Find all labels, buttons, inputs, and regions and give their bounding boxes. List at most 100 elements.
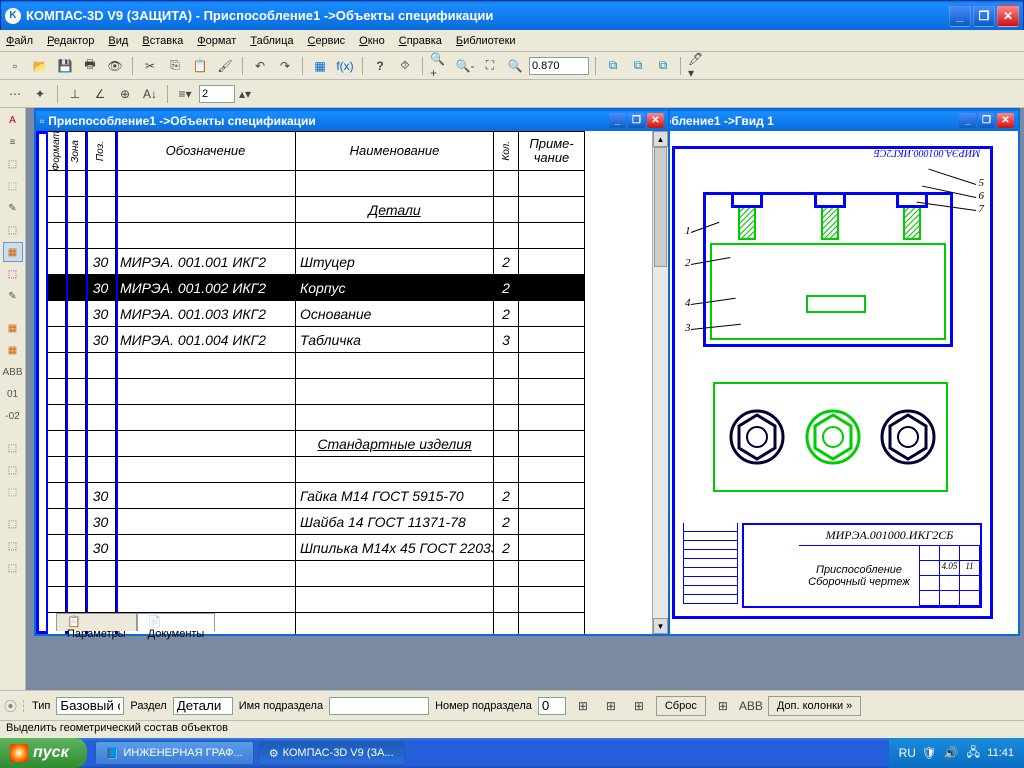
dots-icon[interactable]: ⋯ (4, 83, 26, 105)
spec-row[interactable]: 30МИРЭА. 001.003 ИКГ2Основание2 (46, 301, 652, 327)
close-button[interactable]: ✕ (997, 5, 1019, 27)
v-d-icon[interactable]: ⬚ (3, 220, 23, 240)
v-p-icon[interactable]: ⬚ (3, 536, 23, 556)
bp-c-icon[interactable]: ⊞ (628, 695, 650, 717)
text-icon[interactable]: A↓ (139, 83, 161, 105)
v-n-icon[interactable]: ⬚ (3, 482, 23, 502)
drawing-canvas[interactable]: МИРЭА.001000.ИКГ2СБ 1 2 (660, 131, 1018, 634)
spec-min-button[interactable]: _ (609, 113, 626, 128)
save-icon[interactable]: 💾 (54, 55, 76, 77)
v-l-icon[interactable]: ⬚ (3, 438, 23, 458)
view3-icon[interactable]: ⧉ (652, 55, 674, 77)
task-kompas[interactable]: ⚙ КОМПАС-3D V9 (ЗА... (258, 741, 405, 765)
tray-clock[interactable]: 11:41 (987, 747, 1014, 759)
sbros-button[interactable]: Сброс (656, 696, 706, 716)
imya-input[interactable] (329, 697, 429, 715)
props-icon[interactable]: ▦ (309, 55, 331, 77)
tray-vol-icon[interactable]: 🔊 (943, 745, 959, 761)
zoomin-icon[interactable]: 🔍+ (429, 55, 451, 77)
menu-Окно[interactable]: Окно (359, 35, 385, 47)
menu-Формат[interactable]: Формат (197, 35, 236, 47)
spec-max-button[interactable]: ❐ (628, 113, 645, 128)
razdel-input[interactable] (173, 697, 233, 715)
snap1-icon[interactable]: ⊥ (64, 83, 86, 105)
print-icon[interactable]: 🖶 (79, 55, 101, 77)
spin-input[interactable] (199, 85, 235, 103)
bp-d-icon[interactable]: ⊞ (712, 695, 734, 717)
brush-icon[interactable]: 🖌 (214, 55, 236, 77)
view2-icon[interactable]: ⧉ (627, 55, 649, 77)
menu-Библиотеки[interactable]: Библиотеки (456, 35, 516, 47)
spec-row[interactable] (46, 171, 652, 197)
spec-row[interactable] (46, 457, 652, 483)
anchor-icon[interactable]: ✦ (29, 83, 51, 105)
spec-row[interactable] (46, 379, 652, 405)
zoomwin-icon[interactable]: 🔍 (504, 55, 526, 77)
minimize-button[interactable]: _ (949, 5, 971, 27)
v-h-icon[interactable]: ▦ (3, 340, 23, 360)
maximize-button[interactable]: ❐ (973, 5, 995, 27)
v-e-icon[interactable]: ⬚ (3, 264, 23, 284)
v-c-icon[interactable]: ✎ (3, 198, 23, 218)
snap2-icon[interactable]: ∠ (89, 83, 111, 105)
spin-up-icon[interactable]: ▴▾ (238, 83, 252, 105)
spec-row[interactable] (46, 353, 652, 379)
list-icon[interactable]: ≡▾ (174, 83, 196, 105)
redo-icon[interactable]: ↷ (274, 55, 296, 77)
zoomfit-icon[interactable]: ⛶ (479, 55, 501, 77)
spec-row[interactable] (46, 561, 652, 587)
spec-row[interactable]: Детали (46, 197, 652, 223)
brush2-icon[interactable]: 🖊▾ (687, 55, 709, 77)
spec-row[interactable]: 30Шпилька М14х 45 ГОСТ 22033-762 (46, 535, 652, 561)
drawing-min-button[interactable]: _ (959, 113, 976, 128)
spec-table[interactable]: Формат Зона Поз. Обозначение Наименовани… (46, 131, 652, 634)
v-f-icon[interactable]: ✎ (3, 286, 23, 306)
v-spec-icon[interactable]: ▦ (3, 242, 23, 262)
spec-row[interactable] (46, 223, 652, 249)
task-word[interactable]: 📘 ИНЖЕНЕРНАЯ ГРАФ... (95, 741, 254, 765)
help-icon[interactable]: ? (369, 55, 391, 77)
view1-icon[interactable]: ⧉ (602, 55, 624, 77)
nomer-input[interactable] (538, 697, 566, 715)
spec-titlebar[interactable]: ▫ Приспособление1 ->Объекты спецификации… (36, 110, 668, 131)
drawing-close-button[interactable]: ✕ (997, 113, 1014, 128)
spec-scrollbar[interactable]: ▲▼ (652, 131, 668, 634)
tab-params[interactable]: 📋 Параметры (56, 613, 137, 631)
v-a-icon[interactable]: ⬚ (3, 154, 23, 174)
menu-Вставка[interactable]: Вставка (142, 35, 183, 47)
zoomout-icon[interactable]: 🔍- (454, 55, 476, 77)
spec-row[interactable]: 30МИРЭА. 001.002 ИКГ2Корпус2 (46, 275, 652, 301)
tab-docs[interactable]: 📄 Документы (137, 613, 216, 631)
drawing-titlebar[interactable]: обление1 ->Гвид 1 _ ❐ ✕ (660, 110, 1018, 131)
tray-net-icon[interactable]: 🖧 (965, 745, 981, 761)
tray-lang-icon[interactable]: RU (899, 745, 915, 761)
spec-row[interactable]: 30МИРЭА. 001.004 ИКГ2Табличка3 (46, 327, 652, 353)
tray-shield-icon[interactable]: 🛡 (921, 745, 937, 761)
preview-icon[interactable]: 👁 (104, 55, 126, 77)
open-icon[interactable]: 📂 (29, 55, 51, 77)
menu-Сервис[interactable]: Сервис (307, 35, 345, 47)
paste-icon[interactable]: 📋 (189, 55, 211, 77)
menu-Таблица[interactable]: Таблица (250, 35, 293, 47)
fx-icon[interactable]: f(x) (334, 55, 356, 77)
cut-icon[interactable]: ✂ (139, 55, 161, 77)
v-filter-icon[interactable]: ≡ (3, 132, 23, 152)
spec-row[interactable] (46, 587, 652, 613)
system-tray[interactable]: RU 🛡 🔊 🖧 11:41 (889, 738, 1024, 768)
whatsthis-icon[interactable]: ⯑ (394, 55, 416, 77)
v-text-icon[interactable]: A (3, 110, 23, 130)
spec-row[interactable]: Стандартные изделия (46, 431, 652, 457)
menu-Редактор[interactable]: Редактор (47, 35, 94, 47)
type-input[interactable] (56, 697, 124, 715)
v-q-icon[interactable]: ⬚ (3, 558, 23, 578)
start-button[interactable]: пуск (0, 738, 87, 768)
spec-close-button[interactable]: ✕ (647, 113, 664, 128)
drawing-max-button[interactable]: ❐ (978, 113, 995, 128)
v-o-icon[interactable]: ⬚ (3, 514, 23, 534)
v-j-icon[interactable]: 01 (3, 384, 23, 404)
v-m-icon[interactable]: ⬚ (3, 460, 23, 480)
new-icon[interactable]: ▫ (4, 55, 26, 77)
v-g-icon[interactable]: ▦ (3, 318, 23, 338)
menu-Вид[interactable]: Вид (108, 35, 128, 47)
zoom-input[interactable] (529, 57, 589, 75)
